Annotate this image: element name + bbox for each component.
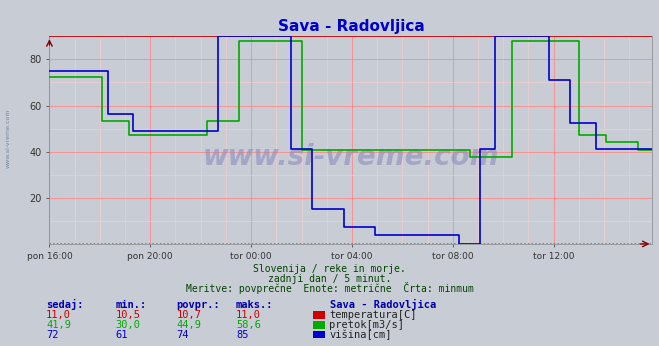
Text: Slovenija / reke in morje.: Slovenija / reke in morje. — [253, 264, 406, 274]
Text: 30,0: 30,0 — [115, 320, 140, 330]
Text: 11,0: 11,0 — [46, 310, 71, 320]
Text: 61: 61 — [115, 330, 128, 340]
Text: Meritve: povprečne  Enote: metrične  Črta: minmum: Meritve: povprečne Enote: metrične Črta:… — [186, 282, 473, 294]
Text: 72: 72 — [46, 330, 59, 340]
Text: zadnji dan / 5 minut.: zadnji dan / 5 minut. — [268, 274, 391, 284]
Text: višina[cm]: višina[cm] — [330, 329, 392, 340]
Text: 41,9: 41,9 — [46, 320, 71, 330]
Text: 44,9: 44,9 — [177, 320, 202, 330]
Title: Sava - Radovljica: Sava - Radovljica — [277, 19, 424, 34]
Text: min.:: min.: — [115, 300, 146, 310]
Text: www.si-vreme.com: www.si-vreme.com — [5, 109, 11, 168]
Text: 10,7: 10,7 — [177, 310, 202, 320]
Text: 58,6: 58,6 — [236, 320, 261, 330]
Text: maks.:: maks.: — [236, 300, 273, 310]
Text: www.si-vreme.com: www.si-vreme.com — [203, 143, 499, 171]
Text: temperatura[C]: temperatura[C] — [330, 310, 417, 320]
Text: povpr.:: povpr.: — [177, 300, 220, 310]
Text: pretok[m3/s]: pretok[m3/s] — [330, 320, 405, 330]
Text: 74: 74 — [177, 330, 189, 340]
Text: Sava - Radovljica: Sava - Radovljica — [330, 299, 436, 310]
Text: 85: 85 — [236, 330, 248, 340]
Text: 11,0: 11,0 — [236, 310, 261, 320]
Text: 10,5: 10,5 — [115, 310, 140, 320]
Text: sedaj:: sedaj: — [46, 299, 84, 310]
